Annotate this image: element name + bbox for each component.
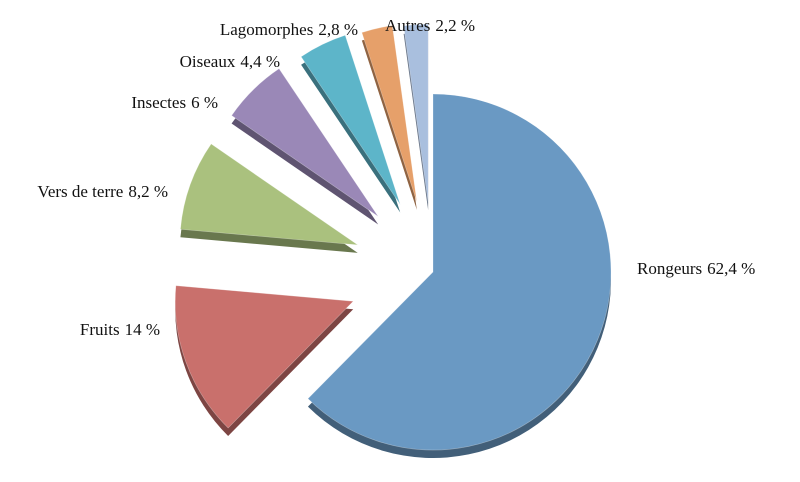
slice (300, 34, 401, 205)
category-label: Oiseaux (180, 52, 236, 71)
slice-label: Oiseaux 4,4 % (180, 52, 280, 71)
value-label: 6 % (191, 93, 218, 112)
value-label: 2,8 % (318, 20, 358, 39)
slice (307, 93, 612, 451)
value-label: 2,2 % (435, 16, 475, 35)
slice-label: Lagomorphes 2,8 % (220, 20, 358, 39)
slice (174, 285, 354, 429)
slice-label: Autres 2,2 % (385, 16, 475, 35)
category-label: Vers de terre (37, 182, 123, 201)
category-label: Fruits (80, 320, 120, 339)
category-label: Lagomorphes (220, 20, 313, 39)
slice (231, 68, 379, 217)
value-label: 8,2 % (128, 182, 168, 201)
slice (403, 23, 429, 203)
category-label: Insectes (131, 93, 186, 112)
slice-label: Fruits 14 % (80, 320, 160, 339)
slice-side (361, 33, 417, 210)
value-label: 14 % (125, 320, 160, 339)
slice-label: Insectes 6 % (131, 93, 218, 112)
category-label: Autres (385, 16, 430, 35)
value-label: 4,4 % (240, 52, 280, 71)
category-label: Rongeurs (637, 259, 702, 278)
slice (361, 25, 418, 202)
slice-label: Rongeurs 62,4 % (637, 259, 755, 278)
slice (180, 143, 359, 246)
slice-label: Vers de terre 8,2 % (37, 182, 168, 201)
value-label: 62,4 % (707, 259, 755, 278)
